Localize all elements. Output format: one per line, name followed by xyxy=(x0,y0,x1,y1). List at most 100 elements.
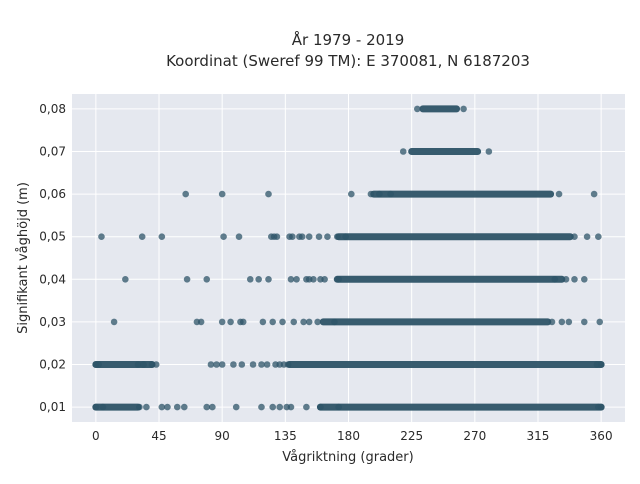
data-point xyxy=(203,403,211,411)
data-point xyxy=(562,275,570,283)
data-point xyxy=(367,190,375,198)
y-tick-label: 0,06 xyxy=(39,187,66,201)
data-point xyxy=(305,233,313,241)
data-point xyxy=(595,233,602,241)
y-tick-label: 0,08 xyxy=(39,102,66,116)
data-point xyxy=(333,233,341,241)
data-point xyxy=(279,318,286,326)
x-tick-label: 45 xyxy=(151,429,166,443)
data-point xyxy=(209,403,216,411)
data-point xyxy=(387,190,394,198)
data-point xyxy=(293,275,300,283)
data-point xyxy=(218,361,226,368)
y-axis-label: Signifikant våghöjd (m) xyxy=(16,182,31,334)
data-point xyxy=(269,318,277,326)
x-tick-label: 315 xyxy=(527,429,550,443)
chart-title-line-2: Koordinat (Sweref 99 TM): E 370081, N 61… xyxy=(166,52,530,70)
data-point xyxy=(590,190,598,198)
data-point xyxy=(596,318,604,326)
data-point xyxy=(99,403,107,411)
x-tick-label: 270 xyxy=(463,429,486,443)
data-point xyxy=(183,275,191,283)
data-point xyxy=(310,275,317,283)
data-point xyxy=(269,403,277,411)
data-point xyxy=(314,318,321,326)
y-tick-label: 0,05 xyxy=(39,230,66,244)
data-point xyxy=(213,361,220,368)
data-point xyxy=(246,275,254,283)
data-point xyxy=(265,190,272,198)
data-point xyxy=(180,403,188,411)
data-point xyxy=(548,318,556,326)
data-point xyxy=(239,318,247,326)
data-point xyxy=(315,233,323,241)
data-point xyxy=(158,403,166,411)
data-point xyxy=(324,233,331,241)
data-point xyxy=(136,403,143,411)
data-point xyxy=(207,361,215,368)
y-tick-label: 0,07 xyxy=(39,145,66,159)
data-point xyxy=(143,403,150,411)
data-point xyxy=(182,190,189,198)
data-point xyxy=(232,403,240,411)
data-point xyxy=(580,275,588,283)
data-point xyxy=(571,233,578,241)
data-point xyxy=(263,361,271,368)
data-point xyxy=(258,361,265,368)
data-point xyxy=(597,361,605,368)
data-point xyxy=(98,233,105,241)
data-point xyxy=(399,148,407,155)
x-tick-label: 0 xyxy=(92,429,100,443)
data-point xyxy=(298,233,306,241)
data-point xyxy=(565,318,573,326)
data-point xyxy=(235,233,243,241)
x-axis-label: Vågriktning (grader) xyxy=(282,450,413,465)
x-tick-label: 90 xyxy=(215,429,230,443)
data-point xyxy=(259,318,267,326)
data-point xyxy=(287,275,295,283)
chart-title-line-1: År 1979 - 2019 xyxy=(292,30,405,49)
y-tick-label: 0,04 xyxy=(39,272,66,286)
data-point xyxy=(551,275,559,283)
data-point xyxy=(300,318,307,326)
data-point xyxy=(335,275,342,283)
data-point xyxy=(289,233,296,241)
data-point xyxy=(92,403,100,411)
data-point xyxy=(376,190,383,198)
data-point xyxy=(227,318,234,326)
data-point xyxy=(558,318,566,326)
y-axis-ticks: 0,01 0,02 0,03 0,04 0,05 0,06 0,07 0,08 xyxy=(39,102,66,414)
data-point xyxy=(265,275,272,283)
x-axis-ticks: 0 45 90 135 180 225 270 315 360 xyxy=(92,429,613,443)
data-point xyxy=(138,233,146,241)
data-point xyxy=(255,275,262,283)
data-point xyxy=(152,361,160,368)
data-point xyxy=(460,105,467,113)
data-point xyxy=(122,275,129,283)
data-point xyxy=(571,275,578,283)
data-point xyxy=(331,318,338,326)
data-point xyxy=(238,361,246,368)
data-point xyxy=(95,361,102,368)
data-point xyxy=(140,361,147,368)
data-point xyxy=(303,403,310,411)
data-point xyxy=(348,190,355,198)
data-point xyxy=(580,318,588,326)
x-tick-label: 135 xyxy=(274,429,297,443)
data-point xyxy=(413,105,421,113)
data-point xyxy=(305,318,313,326)
data-point xyxy=(230,361,237,368)
data-point xyxy=(555,190,563,198)
data-point xyxy=(158,233,166,241)
data-point xyxy=(110,318,118,326)
data-point xyxy=(134,361,142,368)
data-point xyxy=(335,403,342,411)
data-point xyxy=(284,361,292,368)
data-point xyxy=(197,318,205,326)
data-points xyxy=(92,105,605,411)
y-tick-label: 0,01 xyxy=(39,400,66,414)
data-point xyxy=(583,233,591,241)
data-point xyxy=(290,318,298,326)
